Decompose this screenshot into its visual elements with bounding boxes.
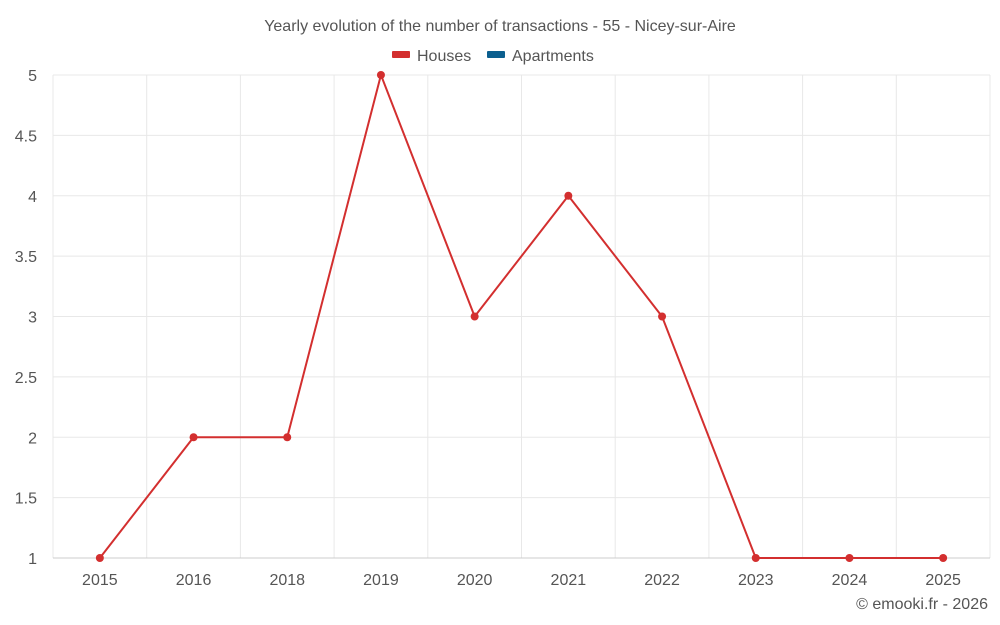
credit-text: © emooki.fr - 2026 <box>856 596 988 613</box>
legend: Houses Apartments <box>392 48 594 65</box>
data-point-houses[interactable] <box>283 433 292 442</box>
y-tick-label: 4 <box>28 189 37 206</box>
series-line-houses <box>99 74 944 559</box>
y-tick-label: 2.5 <box>15 370 37 387</box>
data-point-houses[interactable] <box>189 433 198 442</box>
x-tick-label: 2019 <box>363 572 399 589</box>
axes: 1 1.5 2 2.5 3 3.5 4 4.5 5 2015 2016 2018 2019 2020 202… <box>15 68 990 589</box>
y-tick-label: 2 <box>28 430 37 447</box>
x-tick-label: 2016 <box>176 572 212 589</box>
legend-swatch-apartments <box>487 51 505 58</box>
data-point-houses[interactable] <box>95 554 104 562</box>
x-tick-label: 2023 <box>738 572 774 589</box>
y-tick-label: 1 <box>28 551 37 568</box>
x-tick-label: 2021 <box>551 572 587 589</box>
data-point-houses[interactable] <box>376 71 385 79</box>
x-tick-label: 2024 <box>832 572 868 589</box>
series <box>95 71 948 562</box>
y-tick-label: 1.5 <box>15 491 37 508</box>
data-point-houses[interactable] <box>658 312 667 321</box>
legend-item-apartments[interactable]: Apartments <box>487 48 594 65</box>
y-tick-label: 4.5 <box>15 128 37 145</box>
legend-swatch-houses <box>392 51 410 58</box>
grid <box>52 74 991 559</box>
x-tick-label: 2020 <box>457 572 493 589</box>
data-point-houses[interactable] <box>470 312 479 321</box>
data-point-houses[interactable] <box>564 191 573 200</box>
chart-title: Yearly evolution of the number of transa… <box>264 18 736 35</box>
legend-label-apartments: Apartments <box>512 48 594 65</box>
data-point-houses[interactable] <box>845 554 854 562</box>
y-tick-label: 3 <box>28 310 37 327</box>
legend-item-houses[interactable]: Houses <box>392 48 471 65</box>
y-tick-label: 5 <box>28 68 37 85</box>
data-point-houses[interactable] <box>939 554 948 562</box>
y-tick-label: 3.5 <box>15 249 37 266</box>
x-tick-label: 2015 <box>82 572 118 589</box>
x-tick-label: 2018 <box>269 572 305 589</box>
x-tick-label: 2025 <box>925 572 961 589</box>
legend-label-houses: Houses <box>417 48 471 65</box>
x-tick-label: 2022 <box>644 572 680 589</box>
data-point-houses[interactable] <box>751 554 760 562</box>
